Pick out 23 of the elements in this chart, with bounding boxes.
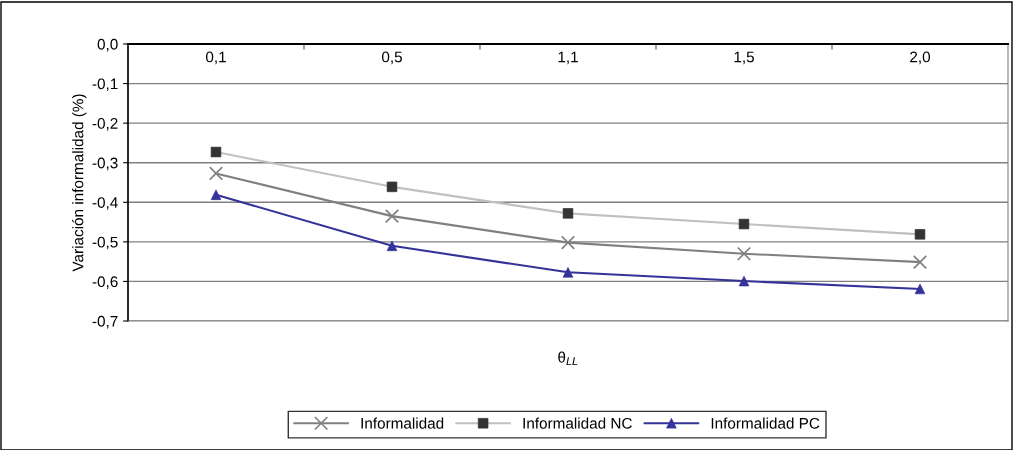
y-axis-title: Variación informalidad (%) <box>71 94 87 272</box>
legend-label: Informalidad PC <box>711 417 820 429</box>
x-tick-label: 0,1 <box>205 51 226 65</box>
y-tick-label: -0,1 <box>92 78 118 92</box>
legend-label: Informalidad NC <box>523 417 632 429</box>
legend-label: Informalidad <box>361 417 444 429</box>
point <box>384 209 400 224</box>
y-tick-label: -0,7 <box>92 315 118 329</box>
point <box>912 254 928 270</box>
x-tick-label: 0,5 <box>381 51 402 65</box>
x-tick-label: 1,5 <box>734 51 754 65</box>
x-tick-label: 2,0 <box>910 51 931 65</box>
y-tick-label: -0,3 <box>92 157 118 171</box>
x-tick-label: 1,1 <box>558 51 578 65</box>
point <box>736 246 752 261</box>
y-tick-label: -0,5 <box>92 236 118 250</box>
y-tick-label: 0,0 <box>97 38 118 52</box>
point <box>208 166 224 181</box>
point <box>560 235 576 250</box>
y-tick-label: -0,4 <box>92 197 118 210</box>
x-axis-title: θ$_{LL}$ <box>558 351 578 366</box>
y-tick-label: -0,2 <box>92 118 118 131</box>
y-tick-label: -0,6 <box>92 276 118 289</box>
